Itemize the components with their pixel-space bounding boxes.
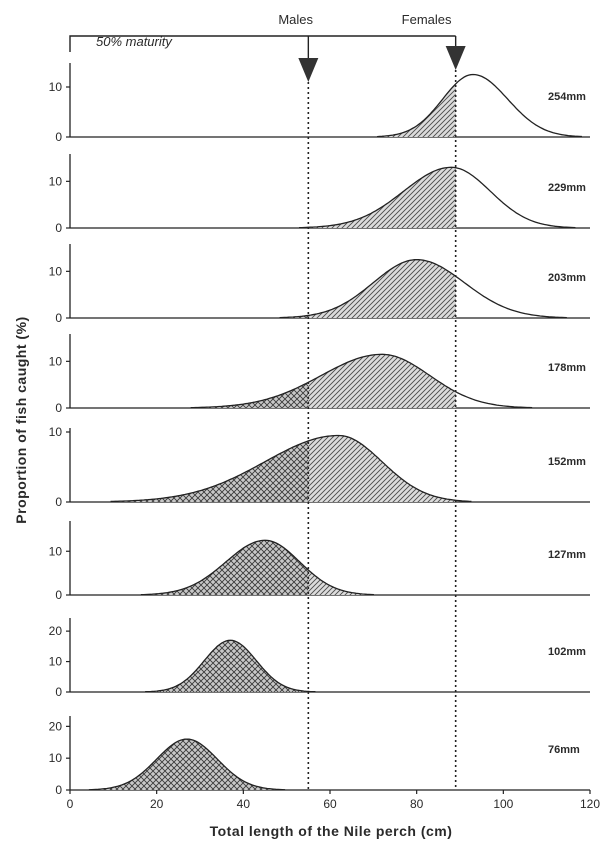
immature-area: [141, 540, 309, 595]
maturity-bracket: [69, 35, 457, 58]
mesh-size-label: 152mm: [548, 456, 586, 468]
mesh-size-label: 127mm: [548, 549, 586, 561]
maturity-annotations: 50% maturity Males Females: [69, 12, 466, 790]
x-tick-label: 0: [67, 797, 74, 811]
panel-254mm: 0 10 254mm: [49, 63, 590, 144]
y-tick-label: 0: [55, 130, 62, 144]
intermediate-area: [308, 354, 456, 408]
y-tick-label: 10: [49, 655, 63, 669]
y-tick-label: 20: [49, 719, 63, 733]
males-label: Males: [278, 12, 313, 27]
y-tick-label: 0: [55, 495, 62, 509]
intermediate-area: [308, 259, 456, 318]
y-tick-label: 0: [55, 311, 62, 325]
selectivity-curve: [299, 166, 576, 229]
y-tick-label: 0: [55, 685, 62, 699]
selectivity-curve: [145, 639, 316, 693]
y-tick-label: 10: [49, 751, 63, 765]
intermediate-area: [308, 435, 456, 502]
panel-152mm: 0 10 152mm: [49, 425, 590, 509]
y-tick-label: 10: [49, 174, 63, 188]
y-axis-title: Proportion of fish caught (%): [13, 316, 29, 523]
x-tick-label: 100: [493, 797, 513, 811]
immature-area: [111, 440, 309, 502]
x-axis: 0 20 40 60 80 100 120: [67, 790, 600, 811]
x-tick-label: 120: [580, 797, 600, 811]
mesh-size-label: 102mm: [548, 646, 586, 658]
x-tick-label: 40: [237, 797, 251, 811]
panel-102mm: 0 10 20 102mm: [49, 618, 590, 699]
y-tick-label: 10: [49, 264, 63, 278]
mesh-size-label: 203mm: [548, 272, 586, 284]
females-label: Females: [402, 12, 452, 27]
mesh-size-label: 178mm: [548, 362, 586, 374]
immature-area: [191, 382, 309, 408]
males-arrow-icon: [298, 58, 319, 82]
selectivity-curve: [88, 738, 286, 791]
x-axis-title: Total length of the Nile perch (cm): [210, 823, 453, 839]
panel-127mm: 0 10 127mm: [49, 521, 590, 602]
y-tick-label: 0: [55, 401, 62, 415]
panel-203mm: 0 10 203mm: [49, 244, 590, 325]
selectivity-curve: [377, 73, 582, 138]
mesh-size-label: 229mm: [548, 182, 586, 194]
y-tick-label: 0: [55, 221, 62, 235]
y-tick-label: 10: [49, 354, 63, 368]
intermediate-area: [377, 83, 456, 137]
immature-area: [145, 640, 309, 692]
mesh-size-label: 254mm: [548, 91, 586, 103]
selectivity-curve: [190, 353, 533, 409]
intermediate-area: [308, 570, 374, 595]
y-tick-label: 0: [55, 588, 62, 602]
x-tick-label: 60: [323, 797, 337, 811]
maturity-label: 50% maturity: [96, 34, 173, 49]
females-arrow-icon: [445, 46, 466, 70]
y-tick-label: 10: [49, 425, 63, 439]
intermediate-area: [308, 167, 456, 228]
x-tick-label: 20: [150, 797, 164, 811]
mesh-size-label: 76mm: [548, 744, 580, 756]
y-tick-label: 10: [49, 80, 63, 94]
panels-group: 0 10 254mm 0 10 229mm 0 10 203mm 0 10 178mm 0 10 152mm…: [49, 63, 590, 797]
y-tick-label: 20: [49, 624, 63, 638]
x-tick-label: 80: [410, 797, 424, 811]
y-tick-label: 10: [49, 544, 63, 558]
selectivity-curve: [140, 539, 374, 596]
selectivity-curve: [110, 434, 472, 503]
panel-76mm: 0 10 20 76mm: [49, 716, 590, 797]
immature-area: [89, 739, 285, 790]
selectivity-curve: [279, 259, 567, 319]
panel-178mm: 0 10 178mm: [49, 334, 590, 415]
panel-229mm: 0 10 229mm: [49, 154, 590, 235]
y-tick-label: 0: [55, 783, 62, 797]
